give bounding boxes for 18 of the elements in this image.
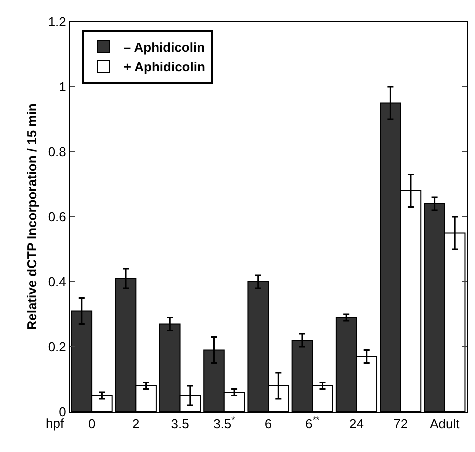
x-tick-label: 3.5$^{*}$ — [214, 415, 236, 432]
y-tick-label: 0.8 — [48, 144, 66, 160]
x-tick-label: 2 — [132, 416, 140, 432]
x-tick-label: 0 — [88, 416, 96, 432]
y-tick-label: 1.2 — [48, 14, 66, 30]
legend-label: + Aphidicolin — [124, 60, 206, 75]
x-tick-label: 72 — [394, 416, 408, 432]
y-tick-label: 0.2 — [48, 340, 66, 355]
x-tick-label: 6 — [264, 416, 272, 432]
legend-label: – Aphidicolin — [124, 40, 206, 55]
x-tick-label: 3.5 — [171, 416, 190, 432]
x-tick-label: Adult — [430, 416, 460, 432]
x-tick-label: 6$^{**}$ — [305, 415, 320, 432]
x-tick-label: 24 — [349, 416, 364, 432]
y-tick-label: 0.6 — [48, 210, 66, 225]
y-axis-title: Relative dCTP Incorporation / 15 min — [24, 104, 40, 330]
y-tick-label: 0.4 — [48, 274, 66, 290]
y-tick-label: 1 — [59, 80, 66, 95]
